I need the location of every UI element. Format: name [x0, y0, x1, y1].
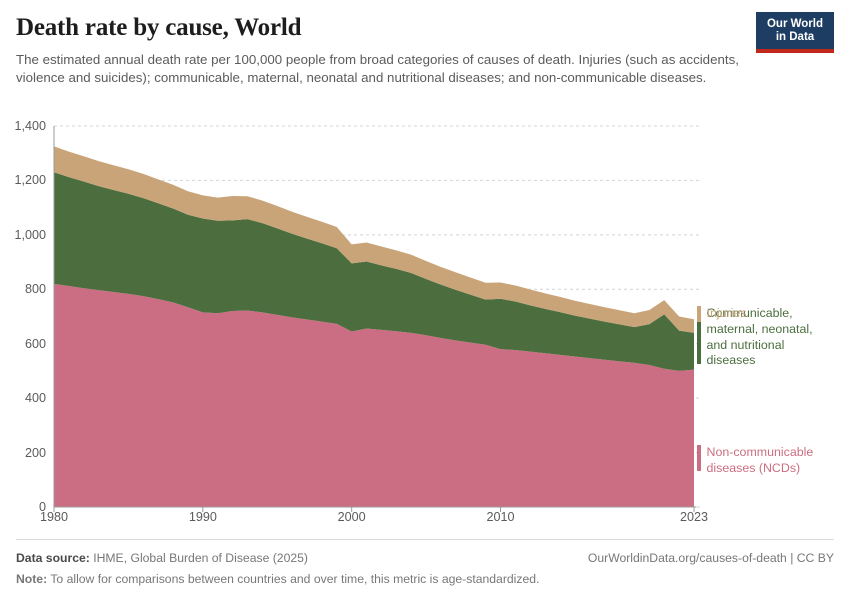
- y-axis-tick-label: 800: [24, 282, 46, 297]
- legend-item-communicable-maternal-neonatal-and-nutritional-diseases[interactable]: Communicable, maternal, neonatal, and nu…: [697, 306, 813, 369]
- legend-label: Non-communicable diseases (NCDs): [706, 445, 814, 476]
- x-axis-tick-label: 1980: [39, 510, 69, 524]
- legend-label: Communicable, maternal, neonatal, and nu…: [706, 306, 813, 368]
- data-source: Data source: IHME, Global Burden of Dise…: [16, 549, 308, 567]
- legend-swatch-icon: [697, 306, 701, 323]
- area-injuries[interactable]: [54, 146, 694, 333]
- data-source-label: Data source:: [16, 551, 90, 566]
- y-axis-tick-label: 600: [24, 336, 46, 351]
- y-axis-tick-label: 1,400: [14, 119, 46, 133]
- legend-item-non-communicable-diseases-ncds[interactable]: Non-communicable diseases (NCDs): [697, 445, 813, 477]
- y-axis-tick-label: 1,200: [14, 173, 46, 188]
- legend-swatch-icon: [697, 306, 701, 365]
- note-label: Note:: [16, 571, 48, 586]
- stacked-area-chart[interactable]: [0, 118, 850, 536]
- x-axis-tick-label: 2010: [486, 510, 515, 524]
- data-source-text: IHME, Global Burden of Disease (2025): [93, 551, 308, 566]
- y-axis: 0 200 400 600 800 1,000 1,200 1,400: [0, 118, 46, 536]
- y-axis-tick-label: 200: [24, 445, 46, 460]
- x-axis-tick-label: 1990: [188, 510, 217, 524]
- footer-note-row: Note: To allow for comparisons between c…: [16, 570, 834, 588]
- chart-subtitle: The estimated annual death rate per 100,…: [16, 51, 739, 86]
- chart-legend: Non-communicable diseases (NCDs) Communic…: [697, 118, 850, 536]
- footer-source-row: Data source: IHME, Global Burden of Dise…: [16, 549, 834, 567]
- legend-item-injuries[interactable]: Injuries: [697, 306, 747, 323]
- page-title: Death rate by cause, World: [16, 14, 302, 41]
- chart-header: Death rate by cause, World The estimated…: [16, 14, 834, 88]
- y-axis-tick-label: 1,000: [14, 227, 46, 242]
- chart-footer: Data source: IHME, Global Burden of Dise…: [16, 539, 834, 588]
- attribution-link[interactable]: OurWorldinData.org/causes-of-death | CC …: [587, 551, 834, 566]
- area-non-communicable-diseases-ncds[interactable]: [54, 283, 694, 507]
- chart-plot-area[interactable]: 0 200 400 600 800 1,000 1,200 1,400 1980 1990 200…: [0, 118, 850, 536]
- legend-label: Injuries: [706, 306, 747, 321]
- axis-lines: [53, 126, 696, 512]
- area-communicable-maternal-neonatal-and-nutritional-diseases[interactable]: [54, 172, 694, 371]
- y-axis-tick-label: 0: [38, 500, 46, 514]
- note-text: To allow for comparisons between countri…: [50, 571, 540, 586]
- area-series-group[interactable]: [54, 146, 694, 507]
- logo-line-1: Our World: [766, 17, 823, 30]
- x-axis-tick-label: 2023: [679, 510, 709, 524]
- legend-swatch-icon: [697, 445, 701, 472]
- owid-logo[interactable]: Our World in Data: [756, 12, 834, 53]
- y-axis-tick-label: 400: [24, 391, 46, 406]
- x-axis-tick-label: 2000: [337, 510, 366, 524]
- footer-divider: [16, 539, 834, 541]
- logo-line-2: in Data: [775, 30, 815, 43]
